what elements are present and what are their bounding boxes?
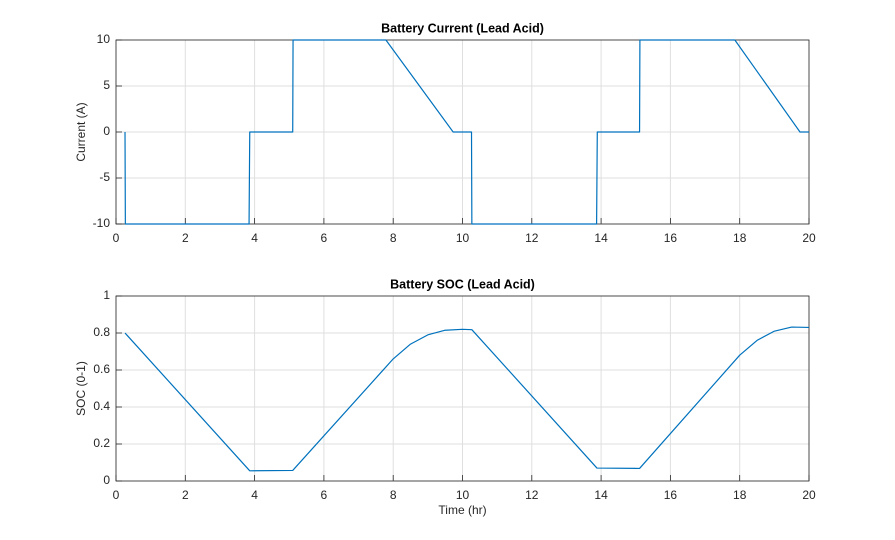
chart-title: Battery Current (Lead Acid): [381, 21, 544, 35]
data-line: [124, 39, 809, 225]
x-tick-label: 10: [456, 231, 470, 245]
x-tick-label: 4: [251, 488, 258, 502]
x-tick-label: 20: [802, 231, 816, 245]
y-tick-label: -5: [99, 170, 110, 184]
x-tick-label: 2: [182, 488, 189, 502]
x-axis-label: Time (hr): [438, 503, 486, 517]
x-tick-label: 2: [182, 231, 189, 245]
x-tick-label: 8: [390, 231, 397, 245]
x-tick-label: 18: [733, 231, 747, 245]
x-tick-label: 20: [802, 488, 816, 502]
x-tick-label: 6: [321, 488, 328, 502]
y-axis-label: Current (A): [74, 102, 88, 161]
x-tick-label: 8: [390, 488, 397, 502]
y-tick-label: 0.6: [93, 362, 110, 376]
x-tick-label: 0: [113, 231, 120, 245]
y-tick-label: 0.4: [93, 399, 110, 413]
x-tick-label: 12: [525, 488, 539, 502]
x-tick-label: 16: [664, 231, 678, 245]
y-tick-label: 10: [97, 32, 111, 46]
y-tick-label: 0: [103, 124, 110, 138]
y-axis-label: SOC (0-1): [74, 361, 88, 416]
x-tick-label: 14: [594, 231, 608, 245]
x-tick-label: 18: [733, 488, 747, 502]
chart-title: Battery SOC (Lead Acid): [390, 277, 535, 291]
x-tick-label: 4: [251, 231, 258, 245]
x-tick-label: 14: [594, 488, 608, 502]
y-tick-label: 0: [103, 473, 110, 487]
y-tick-label: -10: [93, 216, 111, 230]
x-tick-label: 0: [113, 488, 120, 502]
x-tick-label: 6: [321, 231, 328, 245]
x-tick-label: 12: [525, 231, 539, 245]
x-tick-label: 16: [664, 488, 678, 502]
y-tick-label: 0.2: [93, 436, 110, 450]
x-tick-label: 10: [456, 488, 470, 502]
y-tick-label: 0.8: [93, 325, 110, 339]
y-tick-label: 1: [103, 288, 110, 302]
data-line: [124, 326, 810, 472]
y-tick-label: 5: [103, 78, 110, 92]
axes-frame: [115, 295, 810, 482]
